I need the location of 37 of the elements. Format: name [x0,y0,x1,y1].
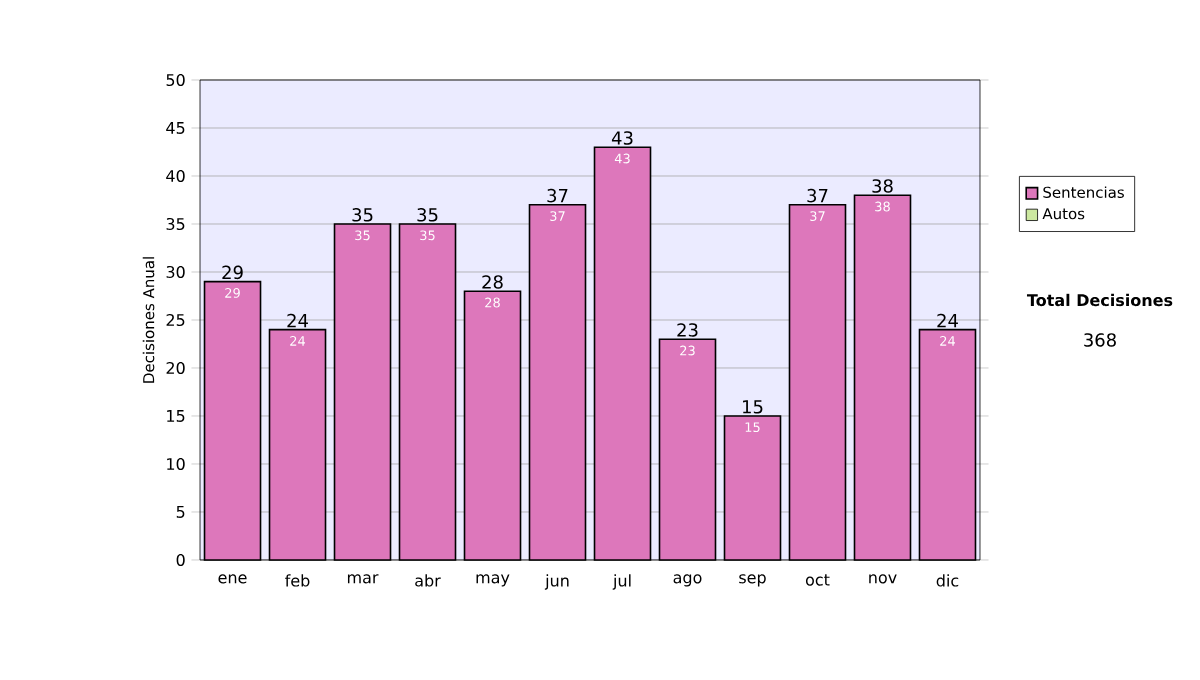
x-tick-label: abr [415,574,441,587]
y-tick-label: 10 [167,457,185,471]
y-tick-label: 30 [166,265,185,279]
x-tick-label: feb [285,574,310,587]
y-tick-label: 20 [166,361,185,375]
y-tick-label: 45 [166,122,185,134]
total-label: 35 [352,207,373,222]
y-tick-label: 35 [166,217,185,231]
x-tick-label: jun [544,574,569,590]
text: 368 [1084,333,1116,347]
x-tick-label: sep [739,574,766,587]
total-label: 24 [937,313,958,328]
y-tick-label: 25 [166,313,185,327]
x-tick-label: ago [673,574,702,587]
y-tick-label: 15 [167,410,185,422]
total-label: 15 [743,400,763,414]
x-tick-label: may [476,574,510,587]
x-tick-label: dic [936,574,959,587]
total-label: 24 [287,313,308,328]
total-label: 28 [482,275,503,289]
total-label: 37 [807,188,828,203]
x-tick-label: ene [218,574,247,584]
y-tick-label: 50 [166,73,185,87]
total-label: 29 [222,265,243,280]
total-label: 38 [872,179,893,193]
total-label: 35 [417,207,438,222]
y-tick-label: 40 [166,169,185,183]
x-tick-label: mar [347,574,379,584]
total-label: 23 [677,323,698,337]
text: Total Decisiones [1026,293,1173,307]
y-tick-label: 5 [176,506,185,518]
x-tick-label: oct [805,574,830,586]
y-tick-label: 0 [176,553,185,567]
total-label: 37 [547,188,568,203]
total-label: 43 [611,131,633,145]
x-tick-label: jul [612,574,631,590]
x-tick-label: nov [869,574,897,584]
